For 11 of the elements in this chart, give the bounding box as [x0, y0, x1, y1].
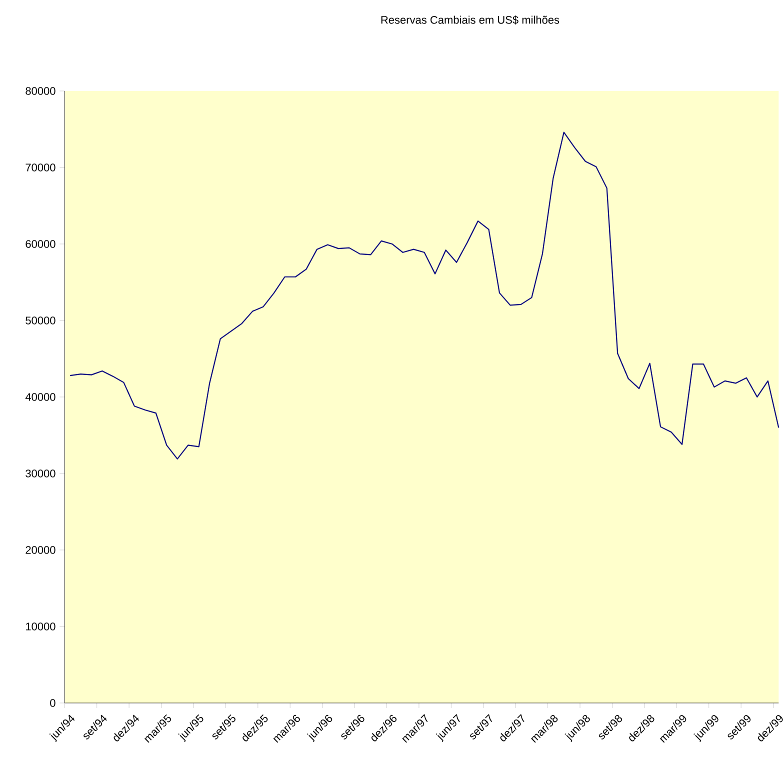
y-tick-label: 50000 [26, 316, 56, 324]
y-tick-label: 80000 [26, 87, 56, 95]
y-tick-label: 10000 [26, 622, 56, 630]
y-tick-label: 40000 [25, 393, 56, 401]
line-series [69, 132, 780, 460]
chart-title: Reservas Cambiais em US$ milhões [381, 16, 560, 24]
y-tick-label: 30000 [26, 470, 56, 478]
y-tick-label: 70000 [26, 164, 56, 172]
y-tick-label: 0 [50, 699, 56, 707]
y-tick-label: 60000 [26, 240, 56, 248]
y-tick-label: 20000 [26, 546, 56, 554]
